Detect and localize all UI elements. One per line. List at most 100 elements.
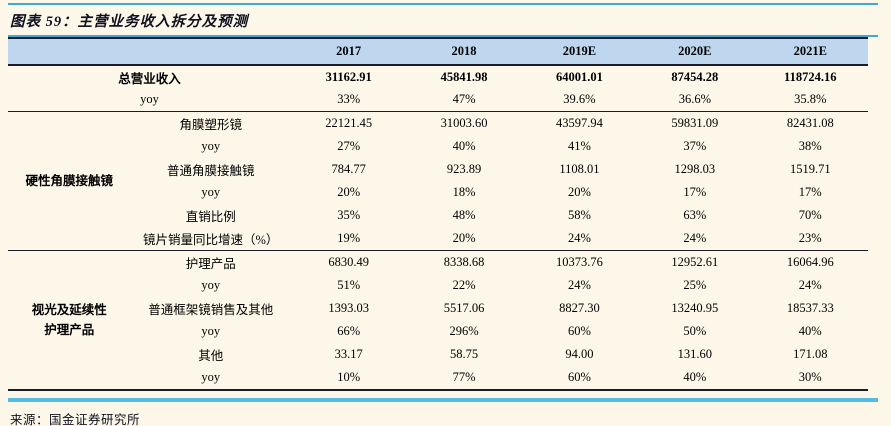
value-cell: 1393.03 bbox=[328, 300, 369, 315]
value-cell: 24% bbox=[798, 277, 822, 292]
source-note: 来源：国金证券研究所 bbox=[10, 412, 141, 426]
value-cell: 19% bbox=[337, 231, 361, 246]
row-label: 角膜塑形镜 bbox=[130, 110, 291, 135]
value-cell: 30% bbox=[798, 370, 822, 385]
value-cell: 58% bbox=[567, 208, 591, 223]
value-cell: 60% bbox=[567, 324, 591, 339]
year-column-header: 2021E bbox=[752, 38, 868, 66]
value-cell: 70% bbox=[798, 208, 822, 223]
row-label: yoy bbox=[201, 324, 221, 339]
value-cell: 10% bbox=[337, 370, 361, 385]
figure-title: 图表 59：主营业务收入拆分及预测 bbox=[10, 14, 249, 30]
table-row: yoy 33% 47% 39.6% 36.6% 35.8% bbox=[8, 88, 868, 111]
year-column-header: 2020E bbox=[637, 38, 753, 66]
value-cell: 13240.95 bbox=[671, 300, 719, 315]
value-cell: 27% bbox=[337, 138, 361, 153]
value-cell: 1298.03 bbox=[674, 161, 716, 176]
value-cell: 923.89 bbox=[446, 161, 482, 176]
value-cell: 24% bbox=[567, 231, 591, 246]
value-cell: 22% bbox=[452, 277, 476, 292]
value-cell: 18537.33 bbox=[786, 300, 834, 315]
row-label: 其他 bbox=[198, 349, 224, 364]
value-cell: 51% bbox=[337, 277, 361, 292]
value-cell: 25% bbox=[683, 277, 707, 292]
header-row: 2017 2018 2019E 2020E 2021E bbox=[8, 38, 868, 66]
table-row: 其他 33.17 58.75 94.00 131.60 171.08 bbox=[8, 343, 868, 366]
table-row: 普通框架镜销售及其他 1393.03 5517.06 8827.30 13240.95 1… bbox=[8, 297, 868, 320]
value-cell: 33% bbox=[337, 92, 361, 107]
value-cell: 38% bbox=[798, 138, 822, 153]
table-row: 视光及延续性 护理产品 护理产品 6830.49 8338.68 10373.76 129… bbox=[8, 249, 868, 390]
value-cell: 131.60 bbox=[677, 347, 713, 362]
value-cell: 48% bbox=[452, 208, 476, 223]
value-cell: 22121.45 bbox=[290, 110, 407, 135]
value-cell: 33.17 bbox=[334, 347, 363, 362]
table-row: yoy 20% 18% 20% 17% 17% bbox=[8, 181, 868, 204]
header-empty-cell bbox=[8, 38, 291, 66]
value-cell: 82431.08 bbox=[752, 110, 868, 135]
value-cell: 60% bbox=[567, 370, 591, 385]
table-row: 总营业收入 31162.91 45841.98 64001.01 87454.28 118… bbox=[8, 65, 868, 88]
top-accent-line bbox=[8, 3, 878, 5]
value-cell: 1519.71 bbox=[789, 161, 831, 176]
table-row: yoy 27% 40% 41% 37% 38% bbox=[8, 135, 868, 158]
row-group-label: 视光及延续性 护理产品 bbox=[8, 249, 131, 390]
value-cell: 50% bbox=[683, 324, 707, 339]
value-cell: 8338.68 bbox=[406, 249, 522, 274]
value-cell: 118724.16 bbox=[784, 69, 837, 84]
value-cell: 41% bbox=[567, 138, 591, 153]
value-cell: 77% bbox=[452, 370, 476, 385]
row-label: yoy bbox=[201, 277, 221, 292]
value-cell: 35.8% bbox=[794, 92, 827, 107]
value-cell: 8827.30 bbox=[559, 300, 600, 315]
revenue-forecast-table: 2017 2018 2019E 2020E 2021E 总营业收入 31162.9… bbox=[8, 37, 868, 391]
value-cell: 784.77 bbox=[331, 161, 366, 176]
value-cell: 63% bbox=[683, 208, 707, 223]
row-label: 镜片销量同比增速（%） bbox=[142, 233, 279, 248]
row-label: 直销比例 bbox=[185, 210, 236, 225]
row-label: 护理产品 bbox=[130, 249, 291, 274]
row-label: 总营业收入 bbox=[118, 71, 181, 86]
row-label: yoy bbox=[201, 185, 221, 200]
value-cell: 5517.06 bbox=[443, 300, 485, 315]
value-cell: 35% bbox=[337, 208, 361, 223]
year-column-header: 2017 bbox=[290, 38, 407, 66]
row-label: yoy bbox=[201, 138, 221, 153]
table-body: 总营业收入 31162.91 45841.98 64001.01 87454.28 118… bbox=[8, 65, 868, 390]
value-cell: 45841.98 bbox=[440, 69, 488, 84]
value-cell: 17% bbox=[683, 185, 707, 200]
value-cell: 171.08 bbox=[793, 347, 828, 362]
value-cell: 47% bbox=[452, 92, 476, 107]
row-label: yoy bbox=[140, 92, 159, 107]
table-header: 2017 2018 2019E 2020E 2021E bbox=[8, 38, 868, 66]
value-cell: 43597.94 bbox=[521, 110, 638, 135]
table-row: yoy 51% 22% 24% 25% 24% bbox=[8, 274, 868, 297]
value-cell: 66% bbox=[337, 324, 361, 339]
value-cell: 23% bbox=[798, 231, 822, 246]
value-cell: 17% bbox=[798, 185, 822, 200]
value-cell: 40% bbox=[683, 370, 707, 385]
value-cell: 20% bbox=[337, 185, 361, 200]
value-cell: 24% bbox=[683, 231, 707, 246]
row-label: 普通角膜接触镜 bbox=[166, 163, 255, 178]
row-label: yoy bbox=[201, 370, 221, 385]
value-cell: 31162.91 bbox=[325, 69, 372, 84]
value-cell: 296% bbox=[449, 324, 479, 339]
year-column-header: 2019E bbox=[521, 38, 638, 66]
value-cell: 59831.09 bbox=[637, 110, 753, 135]
table-row: yoy 66% 296% 60% 50% 40% bbox=[8, 320, 868, 343]
value-cell: 40% bbox=[452, 138, 476, 153]
value-cell: 36.6% bbox=[678, 92, 711, 107]
value-cell: 40% bbox=[798, 324, 822, 339]
table-row: 普通角膜接触镜 784.77 923.89 1108.01 1298.03 1519.71 bbox=[8, 158, 868, 181]
footer-accent-line bbox=[8, 397, 878, 402]
value-cell: 20% bbox=[452, 231, 476, 246]
value-cell: 31003.60 bbox=[406, 110, 522, 135]
value-cell: 39.6% bbox=[563, 92, 596, 107]
table-row: yoy 10% 77% 60% 40% 30% bbox=[8, 366, 868, 389]
table-row: 硬性角膜接触镜 角膜塑形镜 22121.45 31003.60 43597.94 5983… bbox=[8, 110, 868, 251]
value-cell: 24% bbox=[567, 277, 591, 292]
value-cell: 64001.01 bbox=[556, 69, 603, 84]
value-cell: 87454.28 bbox=[671, 69, 719, 84]
